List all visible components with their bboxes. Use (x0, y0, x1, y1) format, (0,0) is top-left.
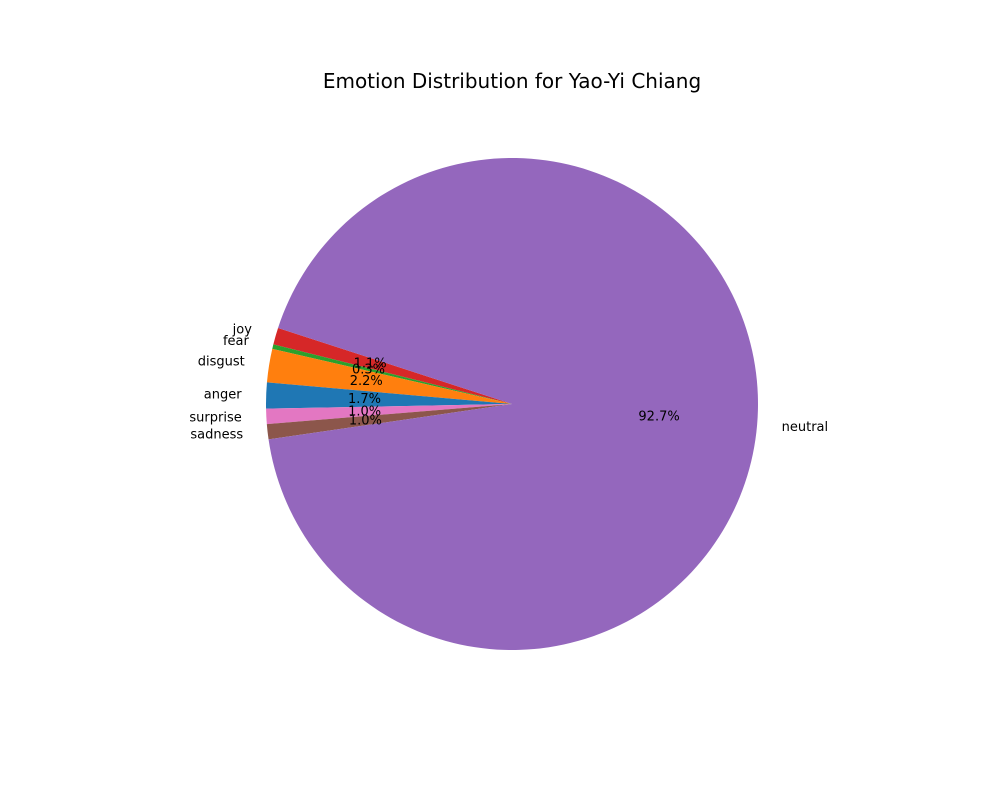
slice-label-joy: joy (232, 322, 253, 337)
slice-label-neutral: neutral (782, 420, 829, 435)
slice-label-surprise: surprise (189, 411, 241, 426)
slice-percent-anger: 1.7% (348, 392, 381, 407)
slice-label-disgust: disgust (198, 355, 245, 370)
pie-slice-disgust (266, 348, 512, 404)
slice-percent-disgust: 2.2% (350, 374, 383, 389)
pie-slice-surprise (266, 404, 512, 425)
slice-label-sadness: sadness (190, 428, 243, 443)
pie-slice-neutral (268, 158, 758, 651)
slice-percent-neutral: 92.7% (638, 410, 679, 425)
slice-label-fear: fear (223, 334, 250, 349)
slice-percent-sadness: 1.0% (349, 414, 382, 429)
pie-labels: joy 1.1% fear 0.3% disgust 2.2% anger 1.7% surpr… (189, 322, 828, 442)
slice-percent-surprise: 1.0% (348, 404, 381, 419)
chart-title: Emotion Distribution for Yao-Yi Chiang (323, 69, 701, 93)
pie-slice-joy (273, 327, 512, 404)
slice-percent-joy: 1.1% (354, 356, 387, 371)
pie-slices (265, 158, 758, 651)
pie-slice-sadness (266, 404, 512, 440)
pie-slice-anger (265, 382, 512, 409)
pie-slice-fear (272, 344, 512, 404)
slice-percent-fear: 0.3% (352, 363, 385, 378)
slice-label-anger: anger (204, 388, 242, 403)
